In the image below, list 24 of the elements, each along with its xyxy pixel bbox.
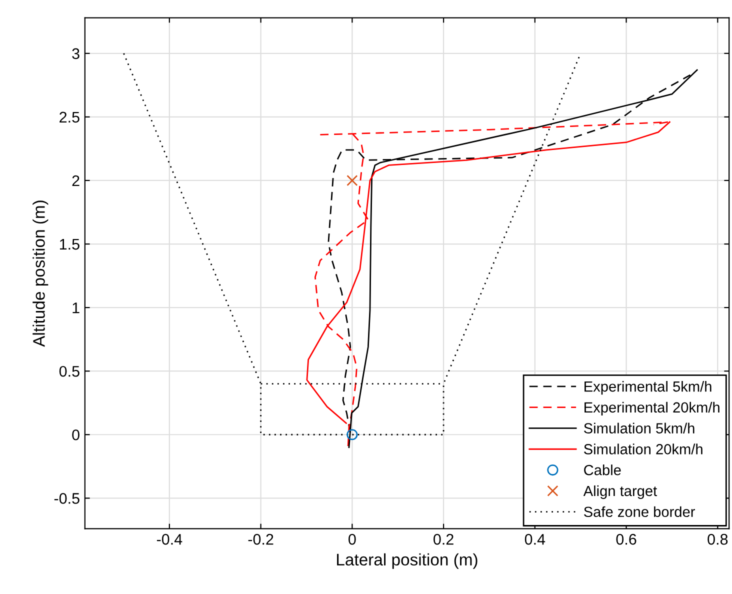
y-axis-title: Altitude position (m): [32, 200, 48, 347]
y-tick-label: -0.5: [54, 493, 80, 504]
y-tick-label: 3: [72, 48, 80, 60]
y-tick-label: 1.5: [60, 239, 80, 250]
x-tick-label: 0.8: [708, 534, 728, 545]
y-tick-label: 2.5: [60, 112, 80, 123]
x-tick-label: 0.6: [616, 534, 636, 545]
y-tick-label: 0: [72, 429, 80, 440]
x-axis-title: Lateral position (m): [337, 553, 478, 569]
legend-label: Simulation 5km/h: [584, 422, 694, 434]
x-tick-label: 0.4: [524, 534, 546, 545]
x-tick-label: 0.2: [434, 534, 454, 545]
y-tick-label: 0.5: [59, 366, 80, 377]
legend-label: Safe zone border: [584, 506, 695, 518]
x-tick-label: -0.4: [156, 534, 182, 545]
x-tick-label: -0.2: [248, 534, 274, 545]
y-tick-label: 2: [72, 175, 80, 186]
legend-label: Cable: [584, 464, 621, 476]
legend-label: Simulation 20km/h: [584, 444, 702, 454]
x-tick-label: 0: [348, 534, 356, 545]
y-tick-label: 1: [72, 302, 80, 314]
legend-label: Experimental 20km/h: [584, 402, 720, 416]
legend-label: Experimental 5km/h: [584, 381, 712, 395]
legend-label: Align target: [583, 485, 658, 500]
